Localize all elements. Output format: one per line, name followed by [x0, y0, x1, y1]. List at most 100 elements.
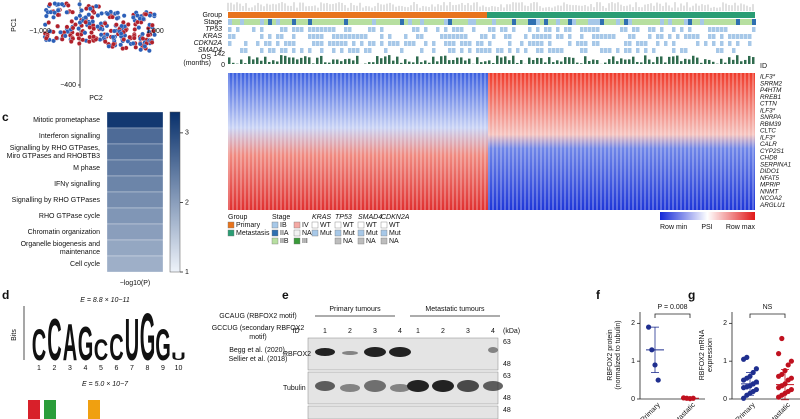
logo-letter: G: [140, 300, 156, 375]
y-tick-label: 0: [631, 396, 635, 403]
mutation-cell: [720, 48, 724, 53]
mutation-cell: [600, 34, 604, 39]
mutation-cell: [608, 48, 612, 53]
os-bar: [692, 55, 695, 64]
legend-label: WT: [343, 222, 355, 229]
stage-cell: [600, 19, 604, 25]
pca-dot: [44, 13, 49, 19]
label: Interferon signalling: [39, 133, 100, 140]
mutation-cell: [548, 34, 552, 39]
e-value: E = 8.8 × 10−11: [80, 297, 130, 304]
mutation-cell: [312, 34, 316, 39]
os-bar: [424, 60, 427, 64]
gene-label: ILF3*: [760, 134, 776, 141]
panel-letter: f: [596, 288, 601, 302]
pca-dot: [133, 44, 139, 50]
pca-dot: [95, 13, 101, 18]
pca-dot: [95, 24, 100, 29]
position-label: 10: [175, 365, 183, 372]
enrichment-cell: [106, 255, 164, 273]
pca-dot: [121, 37, 127, 42]
os-bar: [372, 62, 375, 64]
logo-fragment: [28, 400, 40, 419]
position-label: 2: [53, 365, 57, 372]
logo-letter: C: [47, 308, 61, 374]
mutation-cell: [544, 34, 548, 39]
mutation-cell: [464, 34, 468, 39]
mutation-cell: [584, 48, 588, 53]
lane-label: 4: [398, 328, 402, 335]
mutation-cell: [712, 41, 716, 46]
id-label: ID: [760, 63, 767, 70]
os-bar: [448, 60, 451, 64]
pca-dot: [119, 23, 125, 29]
pca-dot: [65, 3, 71, 8]
mutation-cell: [500, 27, 504, 32]
mutation-cell: [240, 48, 244, 53]
legend-label: Primary: [236, 222, 261, 229]
mutation-cell: [656, 34, 660, 39]
os-bar: [344, 59, 347, 64]
legend-label: NA: [302, 230, 312, 237]
mutation-cell: [352, 48, 356, 53]
os-bar: [444, 55, 447, 64]
mutation-cell: [512, 27, 516, 32]
stage-cell: [276, 19, 280, 25]
pca-dot: [68, 39, 74, 44]
dot: [753, 366, 760, 372]
mutation-cell: [404, 34, 408, 39]
mutation-cell: [380, 27, 384, 32]
annotation: NS: [763, 304, 773, 311]
os-bar: [484, 61, 487, 64]
mutation-cell: [736, 34, 740, 39]
mutation-cell: [492, 34, 496, 39]
mutation-cell: [584, 41, 588, 46]
mutation-cell: [416, 34, 420, 39]
label: IFNγ signalling: [54, 181, 100, 188]
row-label: TP53: [205, 26, 222, 33]
mutation-cell: [524, 48, 528, 53]
x-tick-label: Metastatic: [669, 401, 697, 419]
legend-swatch: [227, 229, 235, 237]
mutation-cell: [348, 48, 352, 53]
pca-dot: [59, 1, 65, 7]
legend-label: Metastasis: [236, 230, 270, 237]
pca-dot: [76, 26, 82, 31]
row-label: CDKN2A: [194, 40, 223, 47]
mutation-cell: [320, 34, 324, 39]
legend-title: KRAS: [312, 214, 331, 221]
mutation-cell: [276, 34, 280, 39]
pca-dot: [106, 43, 112, 49]
stage-cell: [684, 19, 688, 25]
mutation-cell: [480, 48, 484, 53]
mutation-cell: [620, 27, 624, 32]
mutation-cell: [644, 41, 648, 46]
pca-dot: [70, 25, 76, 31]
mutation-cell: [644, 48, 648, 53]
legend-swatch: [293, 229, 301, 237]
mutation-cell: [480, 34, 484, 39]
lane-label: 3: [466, 328, 470, 335]
os-bar: [684, 58, 687, 64]
mutation-cell: [600, 48, 604, 53]
mutation-cell: [368, 41, 372, 46]
band: [340, 384, 360, 392]
mutation-cell: [364, 34, 368, 39]
mutation-cell: [296, 27, 300, 32]
mutation-cell: [720, 41, 724, 46]
os-bar: [232, 62, 235, 64]
os-bar: [512, 55, 515, 64]
mutation-cell: [300, 48, 304, 53]
pca-dot: [118, 42, 124, 48]
os-bar: [464, 60, 467, 64]
os-bar: [272, 60, 275, 64]
os-bar: [568, 57, 571, 64]
gene-label: NCOA2: [760, 195, 782, 202]
mutation-cell: [496, 48, 500, 53]
mutation-cell: [548, 27, 552, 32]
pca-dot: [141, 16, 146, 22]
mutation-cell: [412, 41, 416, 46]
stage-cell: [472, 19, 476, 25]
mutation-cell: [656, 41, 660, 46]
mutation-cell: [536, 27, 540, 32]
